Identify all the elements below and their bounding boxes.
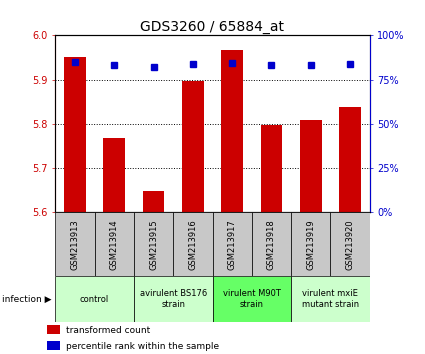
Text: virulent mxiE
mutant strain: virulent mxiE mutant strain: [302, 290, 359, 309]
Bar: [55, 276, 134, 322]
Bar: [291, 212, 331, 276]
Bar: [47, 325, 60, 334]
Text: avirulent BS176
strain: avirulent BS176 strain: [139, 290, 207, 309]
Bar: [94, 212, 134, 276]
Text: GSM213915: GSM213915: [149, 219, 158, 270]
Bar: [47, 341, 60, 350]
Text: control: control: [80, 295, 109, 304]
Text: GSM213918: GSM213918: [267, 219, 276, 270]
Bar: [300, 120, 322, 212]
Bar: [134, 212, 173, 276]
Title: GDS3260 / 65884_at: GDS3260 / 65884_at: [141, 21, 284, 34]
Text: virulent M90T
strain: virulent M90T strain: [223, 290, 281, 309]
Bar: [221, 50, 243, 212]
Bar: [143, 191, 164, 212]
Bar: [331, 212, 370, 276]
Text: transformed count: transformed count: [66, 326, 150, 335]
Text: percentile rank within the sample: percentile rank within the sample: [66, 342, 219, 350]
Text: GSM213916: GSM213916: [188, 219, 197, 270]
Bar: [55, 212, 94, 276]
Bar: [134, 276, 212, 322]
Text: GSM213919: GSM213919: [306, 219, 315, 270]
Bar: [261, 125, 282, 212]
Bar: [173, 212, 212, 276]
Text: GSM213920: GSM213920: [346, 219, 354, 270]
Bar: [339, 107, 361, 212]
Text: GSM213914: GSM213914: [110, 219, 119, 270]
Text: GSM213917: GSM213917: [228, 219, 237, 270]
Bar: [103, 138, 125, 212]
Text: infection ▶: infection ▶: [2, 295, 51, 304]
Bar: [212, 212, 252, 276]
Bar: [252, 212, 291, 276]
Bar: [64, 57, 86, 212]
Bar: [291, 276, 370, 322]
Bar: [212, 276, 291, 322]
Text: GSM213913: GSM213913: [71, 219, 79, 270]
Bar: [182, 81, 204, 212]
